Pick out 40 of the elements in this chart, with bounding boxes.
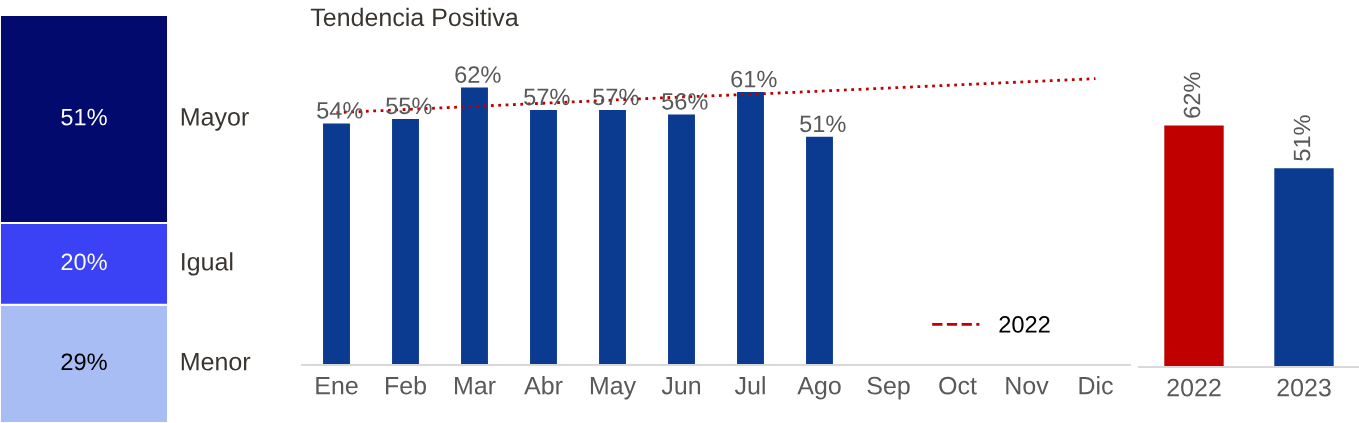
bar: [461, 87, 488, 365]
data-label: 54%: [317, 102, 363, 119]
data-label: 62%: [455, 66, 501, 83]
legend-label: 2022: [999, 316, 1050, 333]
x-tick-label: Feb: [386, 376, 426, 395]
x-tick-label: Nov: [1006, 377, 1049, 395]
x-tick-label: Ago: [797, 377, 841, 400]
data-label: 51%: [1293, 115, 1311, 161]
bar: [668, 114, 695, 365]
bar: [323, 123, 350, 365]
data-label: 51%: [61, 108, 107, 126]
x-tick-label: Jul: [734, 376, 765, 395]
x-tick-label: Mar: [455, 377, 496, 395]
bar: [530, 109, 557, 365]
data-label: 55%: [386, 97, 432, 115]
bar: [392, 118, 419, 365]
data-label: 62%: [1183, 72, 1201, 118]
chart-title: Tendencia Positiva: [310, 7, 519, 27]
data-label: 51%: [800, 115, 846, 133]
data-label: 29%: [61, 353, 107, 371]
x-tick-label: Oct: [939, 376, 977, 395]
data-label: 20%: [61, 253, 107, 271]
bar: [737, 92, 764, 365]
x-tick-label: 2023: [1277, 378, 1331, 397]
series-label: Menor: [181, 353, 251, 371]
data-label: 56%: [662, 93, 708, 110]
x-tick-label: Sep: [867, 376, 910, 400]
data-label: 61%: [731, 70, 777, 88]
series-label: Igual: [182, 252, 233, 276]
x-tick-label: Ene: [316, 377, 358, 395]
x-tick-label: 2022: [1167, 378, 1221, 397]
x-tick-label: Dic: [1079, 376, 1113, 395]
data-label: 57%: [524, 88, 570, 106]
x-tick-label: May: [590, 377, 637, 400]
data-label: 57%: [593, 88, 639, 106]
x-tick-label: Abr: [524, 376, 563, 395]
bar: [599, 109, 626, 365]
bar: [806, 136, 833, 365]
x-tick-label: Jun: [661, 377, 701, 395]
series-label: Mayor: [181, 108, 249, 131]
